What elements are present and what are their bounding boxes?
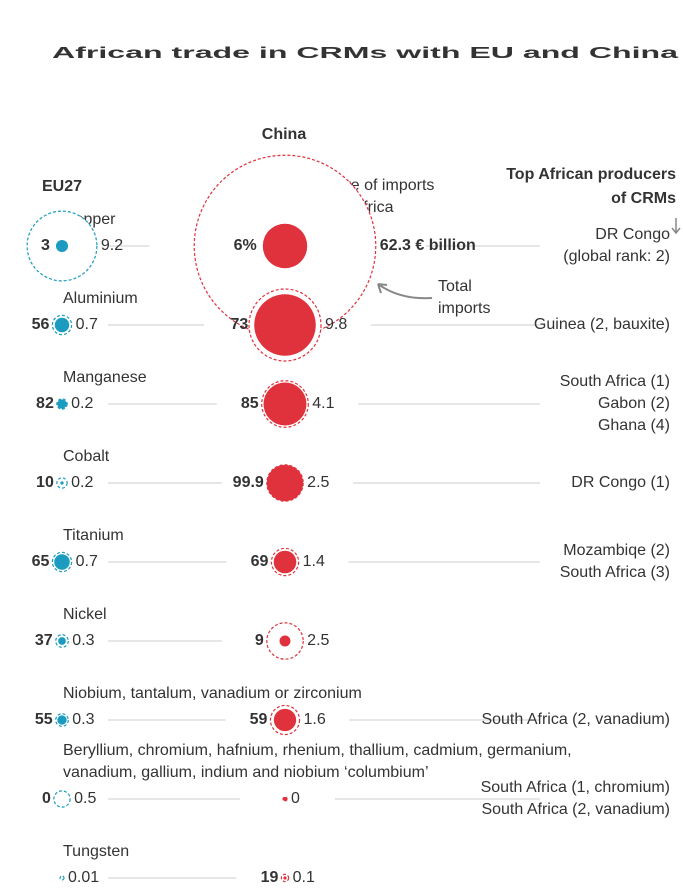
arrow <box>377 283 433 300</box>
eu-header: EU27 <box>42 178 82 195</box>
category-label: vanadium, gallium, indium and niobium ‘c… <box>63 764 429 781</box>
category-label: Cobalt <box>63 448 110 465</box>
share-circle <box>279 635 291 647</box>
category-label: Titanium <box>63 527 124 544</box>
share-circle <box>54 554 70 570</box>
total-label: 62.3 € billion <box>380 237 476 254</box>
share-label: 56 <box>32 316 50 333</box>
producer-label: DR Congo (1) <box>571 474 670 491</box>
producers-header: of CRMs <box>611 190 676 207</box>
share-label: 19 <box>261 869 279 886</box>
total-label: 9.2 <box>101 237 123 254</box>
share-label: 0 <box>42 790 51 807</box>
share-circle <box>57 715 67 725</box>
total-label: 2.5 <box>307 474 329 491</box>
producer-label: South Africa (3) <box>560 564 670 581</box>
share-circle <box>254 294 316 356</box>
producer-label: South Africa (1) <box>560 373 670 390</box>
share-label: 73 <box>230 316 248 333</box>
producer-label: Guinea (2, bauxite) <box>534 316 670 333</box>
share-circle <box>58 637 66 645</box>
share-circle <box>283 876 287 880</box>
producer-label: (global rank: 2) <box>563 248 670 265</box>
total-label: 2.5 <box>307 632 329 649</box>
producer-label: South Africa (1, chromium) <box>481 779 670 796</box>
producer-label: Mozambiqe (2) <box>563 542 670 559</box>
share-circle <box>273 550 297 574</box>
total-label: 0.2 <box>71 474 93 491</box>
share-circle <box>273 708 297 732</box>
producer-label: Gabon (2) <box>598 395 670 412</box>
share-label: 85 <box>241 395 259 412</box>
producer-label: DR Congo <box>595 226 670 243</box>
share-label: 69 <box>251 553 269 570</box>
share-label: 59 <box>250 711 268 728</box>
category-label: Tungsten <box>63 843 129 860</box>
share-circle <box>266 464 304 502</box>
total-label: 0.7 <box>76 553 98 570</box>
share-label: 55 <box>35 711 53 728</box>
arrow <box>671 218 681 235</box>
producer-label: Ghana (4) <box>598 417 670 434</box>
total-circle <box>59 875 65 881</box>
share-circle <box>57 399 67 409</box>
total-label: 0 <box>291 790 300 807</box>
share-label: 65 <box>32 553 50 570</box>
china-header: China <box>262 126 307 143</box>
producers-header: Top African producers <box>506 166 676 183</box>
share-circle <box>60 481 64 485</box>
total-label: 0.2 <box>71 395 93 412</box>
chart-title: African trade in CRMs with EU and China <box>52 45 678 62</box>
annotation: Total <box>438 278 472 295</box>
total-label: 0.3 <box>72 711 94 728</box>
share-label: 82 <box>36 395 54 412</box>
share-label: 9 <box>255 632 264 649</box>
producer-label: South Africa (2, vanadium) <box>481 711 670 728</box>
total-label: 0.01 <box>68 869 99 886</box>
annotation: imports <box>438 300 490 317</box>
share-label: 3 <box>41 237 50 254</box>
total-label: 1.4 <box>303 553 325 570</box>
share-circle <box>54 317 70 333</box>
share-label: 37 <box>35 632 53 649</box>
share-circle <box>263 382 307 426</box>
category-label: Niobium, tantalum, vanadium or zirconium <box>63 685 362 702</box>
category-label: Nickel <box>63 606 107 623</box>
total-label: 9.8 <box>325 316 347 333</box>
share-label: 99.9 <box>233 474 264 491</box>
total-label: 0.7 <box>76 316 98 333</box>
producer-label: South Africa (2, vanadium) <box>481 801 670 818</box>
total-label: 0.1 <box>293 869 315 886</box>
total-label: 1.6 <box>304 711 326 728</box>
share-label: 6% <box>234 237 257 254</box>
share-circle <box>262 223 308 269</box>
total-label: 0.3 <box>72 632 94 649</box>
share-circle <box>55 239 69 253</box>
category-label: Beryllium, chromium, hafnium, rhenium, t… <box>63 742 572 759</box>
guide-lines <box>108 245 540 879</box>
total-label: 4.1 <box>312 395 334 412</box>
total-circle <box>282 796 288 802</box>
category-label: Aluminium <box>63 290 138 307</box>
category-label: Manganese <box>63 369 147 386</box>
share-label: 10 <box>36 474 54 491</box>
total-label: 0.5 <box>74 790 96 807</box>
total-circle <box>53 790 71 808</box>
